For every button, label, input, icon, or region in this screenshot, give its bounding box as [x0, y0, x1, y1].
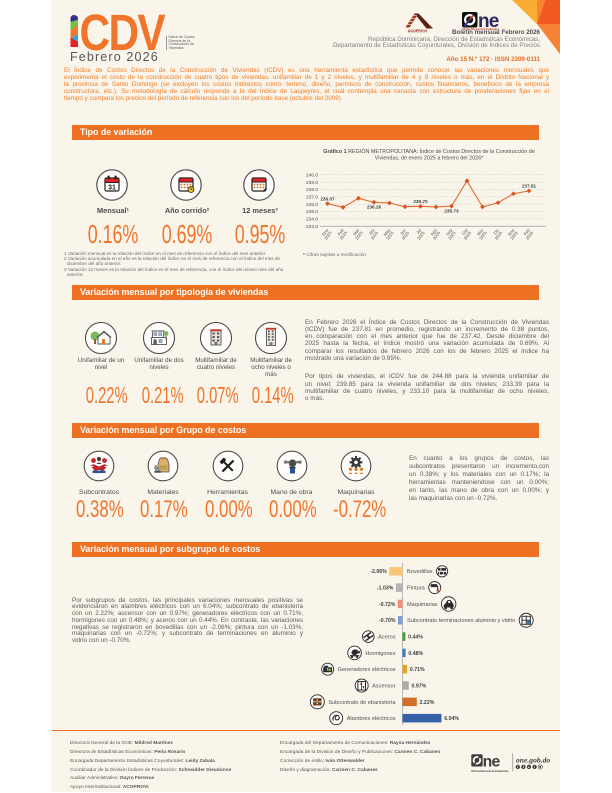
svg-text:238.0: 238.0: [306, 187, 318, 193]
svg-text:CDV: CDV: [80, 13, 166, 53]
svg-text:Subcontrato de ebanistería: Subcontrato de ebanistería: [328, 700, 396, 706]
svg-text:Viviendas, de enero 2025 a feb: Viviendas, de enero 2025 a febrero del 2…: [375, 156, 484, 162]
svg-text:Ascensor: Ascensor: [372, 683, 395, 689]
svg-text:240.0: 240.0: [306, 173, 318, 179]
svg-text:-2.06%: -2.06%: [370, 569, 387, 575]
svg-text:Nov2025: Nov2025: [475, 227, 489, 241]
svg-text:2.22%: 2.22%: [420, 700, 435, 706]
svg-text:Jun2025: Jun2025: [397, 227, 410, 241]
svg-text:0.97%: 0.97%: [412, 683, 427, 689]
svg-text:0.48%: 0.48%: [408, 651, 423, 657]
svg-text:0.71%: 0.71%: [410, 667, 425, 673]
svg-text:237.0: 237.0: [306, 195, 318, 201]
svg-text:Ene2026: Ene2026: [506, 227, 519, 241]
svg-text:234.0: 234.0: [306, 217, 318, 223]
svg-text:Ene2025: Ene2025: [320, 227, 333, 241]
svg-text:235.73: 235.73: [444, 209, 459, 214]
svg-text:ne: ne: [483, 754, 501, 771]
svg-text:Oficina Nacional de Estadístic: Oficina Nacional de Estadística: [471, 770, 509, 773]
svg-text:Sep2025: Sep2025: [444, 227, 457, 241]
svg-text:Jul2025: Jul2025: [413, 227, 426, 241]
svg-text:239.0: 239.0: [306, 180, 318, 186]
svg-text:236.0: 236.0: [306, 202, 318, 208]
svg-text:Oct2025: Oct2025: [459, 227, 473, 241]
svg-text:237.81: 237.81: [522, 184, 537, 189]
svg-text:Aceros: Aceros: [378, 634, 396, 640]
svg-text:-0.70%: -0.70%: [379, 618, 396, 624]
svg-text:Dic2025: Dic2025: [490, 227, 503, 241]
svg-text:-1.03%: -1.03%: [377, 586, 394, 592]
svg-text:233.0: 233.0: [306, 224, 318, 230]
svg-text:Pintura: Pintura: [407, 586, 426, 592]
svg-text:Mar2025: Mar2025: [351, 227, 364, 241]
svg-text:▸: ▸: [527, 765, 530, 769]
svg-text:235.70: 235.70: [413, 199, 428, 204]
svg-text:Feb2025: Feb2025: [335, 227, 348, 241]
svg-text:one.gob.do: one.gob.do: [516, 756, 550, 765]
svg-text:236.07: 236.07: [320, 196, 335, 201]
svg-text:31: 31: [108, 185, 116, 192]
svg-text:Gráfico 1 REGIÓN METROPOLITANA: Gráfico 1 REGIÓN METROPOLITANA: Índice d…: [323, 148, 534, 155]
svg-text:May2025: May2025: [382, 227, 396, 241]
svg-text:-0.72%: -0.72%: [379, 602, 396, 608]
svg-text:6.04%: 6.04%: [444, 716, 459, 722]
svg-text:0.44%: 0.44%: [408, 634, 423, 640]
svg-text:i: i: [534, 765, 535, 769]
svg-text:Maquinarias: Maquinarias: [407, 602, 438, 608]
svg-text:Feb2026: Feb2026: [521, 227, 534, 241]
svg-text:Bovedillas: Bovedillas: [407, 569, 433, 575]
svg-text:235.0: 235.0: [306, 209, 318, 215]
svg-text:Abr2025: Abr2025: [366, 227, 379, 241]
svg-text:236.26: 236.26: [367, 205, 382, 210]
svg-text:Alambres eléctricos: Alambres eléctricos: [347, 716, 396, 722]
svg-text:Ago2025: Ago2025: [428, 227, 441, 241]
svg-text:Generadores eléctricos: Generadores eléctricos: [338, 667, 396, 673]
svg-text:Subcontrato terminaciones alum: Subcontrato terminaciones aluminio y vid…: [407, 618, 515, 624]
svg-text:Hormigones: Hormigones: [365, 651, 395, 657]
